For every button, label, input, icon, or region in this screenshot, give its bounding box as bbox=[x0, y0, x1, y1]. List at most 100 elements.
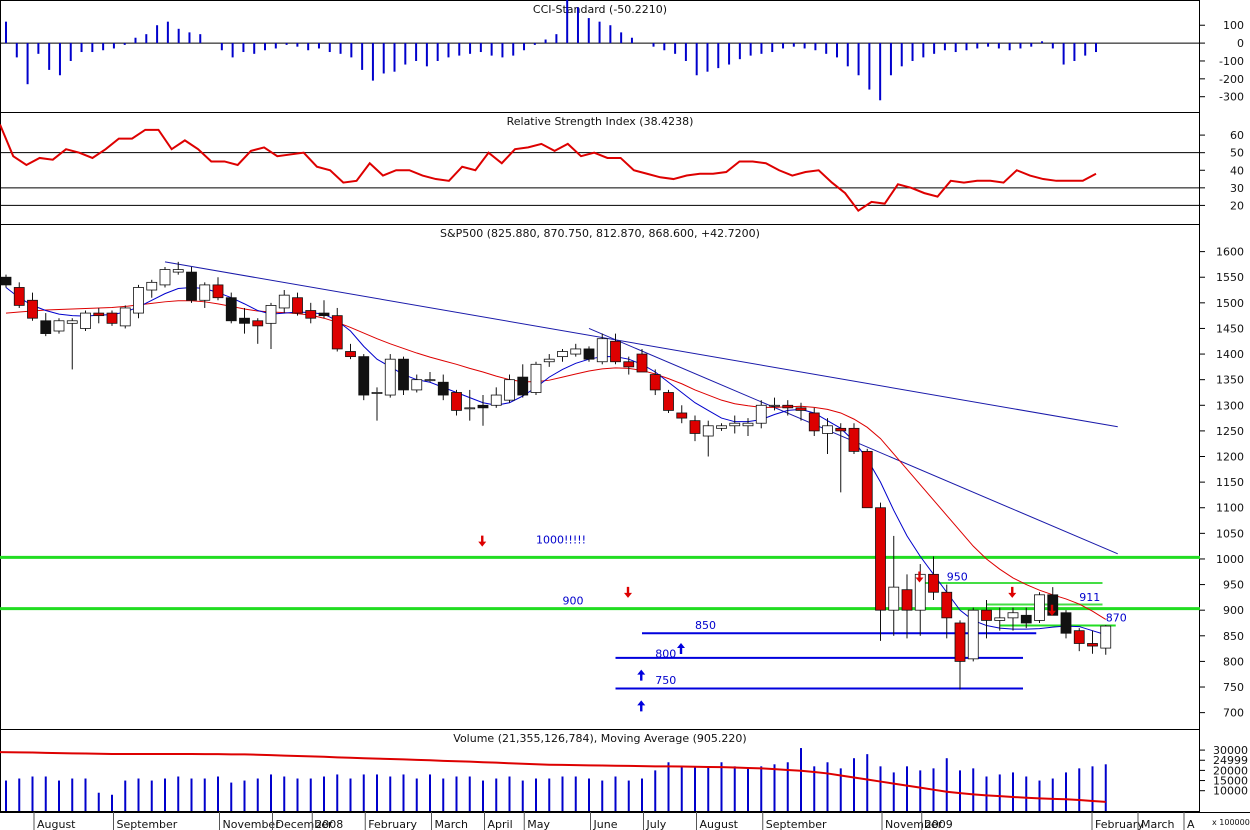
price-tick-label: 800 bbox=[1223, 655, 1244, 668]
candle-body bbox=[464, 407, 476, 410]
volume-tick-label: 15000 bbox=[1213, 775, 1248, 788]
candle-body bbox=[769, 404, 780, 407]
x-tick-label: 2008 bbox=[315, 818, 343, 830]
candle-body bbox=[345, 351, 356, 358]
candle-body bbox=[424, 379, 436, 382]
candle-body bbox=[729, 422, 741, 427]
rsi-tick-label: 20 bbox=[1230, 199, 1244, 212]
candle-body bbox=[199, 284, 211, 301]
annotation-label: 850 bbox=[695, 619, 716, 632]
price-tick-label: 850 bbox=[1223, 630, 1244, 643]
candle-body bbox=[477, 404, 489, 409]
candle-body bbox=[543, 358, 555, 363]
annotation-label: 870 bbox=[1106, 612, 1127, 625]
candle-body bbox=[941, 591, 953, 619]
candle-body bbox=[331, 315, 343, 350]
candle-body bbox=[411, 379, 423, 391]
candle-body bbox=[649, 374, 661, 391]
candle-body bbox=[967, 609, 979, 660]
candle-body bbox=[0, 276, 12, 286]
volume-tick-label: 24999 bbox=[1213, 754, 1248, 767]
annotation-label: 900 bbox=[563, 595, 584, 608]
rsi-tick-label: 50 bbox=[1230, 147, 1244, 160]
candle-body bbox=[808, 412, 820, 432]
candle-body bbox=[835, 427, 847, 432]
candle-body bbox=[172, 269, 184, 273]
volume-tick-label: 10000 bbox=[1213, 785, 1248, 798]
price-tick-label: 1550 bbox=[1216, 271, 1244, 284]
rsi-title: Relative Strength Index (38.4238) bbox=[507, 115, 694, 128]
rsi-tick-label: 60 bbox=[1230, 129, 1244, 142]
arrow-down-icon bbox=[1048, 604, 1056, 616]
candle-body bbox=[292, 297, 303, 314]
rsi-tick-label: 40 bbox=[1230, 164, 1244, 177]
candle-body bbox=[53, 320, 65, 332]
price-tick-label: 1050 bbox=[1216, 527, 1244, 540]
candle-body bbox=[27, 299, 38, 319]
volume-title: Volume (21,355,126,784), Moving Average … bbox=[453, 732, 746, 745]
price-tick-label: 1150 bbox=[1216, 476, 1244, 489]
candle-body bbox=[159, 269, 171, 286]
candle-body bbox=[398, 358, 409, 391]
x-tick-label: March bbox=[1141, 818, 1175, 830]
candle-body bbox=[358, 356, 370, 396]
candle-body bbox=[186, 271, 197, 301]
price-tick-label: 1500 bbox=[1216, 297, 1244, 310]
x-tick-label: June bbox=[593, 818, 618, 830]
candle-body bbox=[66, 320, 78, 324]
x-tick-label: February bbox=[1095, 818, 1144, 830]
candle-body bbox=[623, 361, 635, 368]
candle-body bbox=[13, 287, 25, 306]
candle-body bbox=[451, 392, 462, 411]
price-tick-label: 1000 bbox=[1216, 553, 1244, 566]
candle-body bbox=[981, 609, 992, 621]
cci-tick-label: -200 bbox=[1219, 73, 1244, 86]
candle-body bbox=[928, 573, 939, 593]
rsi-tick-label: 30 bbox=[1230, 182, 1244, 195]
candle-body bbox=[40, 320, 52, 334]
cci-tick-label: 100 bbox=[1223, 19, 1244, 32]
candle-body bbox=[437, 381, 449, 396]
price-tick-label: 1100 bbox=[1216, 502, 1244, 515]
volume-unit-label: x 1000000 bbox=[1212, 818, 1250, 827]
x-tick-label: September bbox=[117, 818, 178, 830]
candle-body bbox=[755, 404, 767, 424]
candle-body bbox=[795, 407, 807, 411]
candle-body bbox=[636, 353, 648, 373]
annotation-label: 800 bbox=[655, 647, 676, 660]
trendline-0 bbox=[164, 261, 1118, 428]
candle-body bbox=[93, 312, 105, 317]
candle-body bbox=[848, 427, 860, 452]
candle-body bbox=[80, 312, 91, 329]
candle-body bbox=[557, 351, 568, 358]
price-tick-label: 950 bbox=[1223, 579, 1244, 592]
x-tick-label: November bbox=[885, 818, 943, 830]
candle-body bbox=[610, 340, 621, 363]
price-tick-label: 750 bbox=[1223, 681, 1244, 694]
candle-body bbox=[954, 622, 966, 662]
price-tick-label: 900 bbox=[1223, 604, 1244, 617]
candle-body bbox=[861, 450, 873, 509]
x-tick-label: March bbox=[435, 818, 469, 830]
rsi-layer: 60 50 40 30 20 bbox=[0, 124, 1244, 212]
cci-layer: 100 0 -100 -200 -300 bbox=[0, 0, 1244, 104]
volume-ma-line bbox=[0, 751, 1106, 803]
x-tick-label: August bbox=[700, 818, 739, 830]
price-layer: 1000!!!!! 900 950 911 870 850 800 750 1600 1550 15… bbox=[0, 246, 1244, 720]
cci-tick-label: -100 bbox=[1219, 55, 1244, 68]
cci-title: CCI-Standard (-50.2210) bbox=[533, 3, 667, 16]
price-title: S&P500 (825.880, 870.750, 812.870, 868.6… bbox=[440, 227, 760, 240]
x-tick-label: November bbox=[223, 818, 281, 830]
candle-body bbox=[1100, 625, 1112, 649]
panel-frames bbox=[0, 0, 1250, 813]
candle-body bbox=[875, 507, 886, 611]
candle-body bbox=[994, 617, 1006, 621]
candle-body bbox=[1007, 612, 1019, 619]
candle-body bbox=[504, 379, 515, 401]
x-tick-label: February bbox=[368, 818, 417, 830]
candle-body bbox=[133, 287, 144, 314]
